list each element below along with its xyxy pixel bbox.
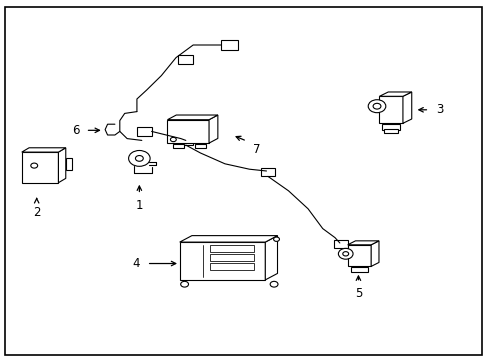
Text: 2: 2 (33, 206, 41, 219)
Bar (66, 158, 72, 170)
Text: 6: 6 (72, 124, 79, 137)
Circle shape (273, 237, 279, 242)
Bar (381, 124, 400, 130)
Bar (195, 144, 205, 148)
Circle shape (128, 150, 150, 166)
Polygon shape (264, 236, 277, 280)
Text: 4: 4 (132, 257, 140, 270)
Bar (22, 152, 59, 183)
Circle shape (270, 282, 277, 287)
Polygon shape (402, 92, 411, 123)
Bar (173, 144, 183, 148)
Circle shape (338, 248, 352, 259)
Bar (334, 240, 347, 248)
Polygon shape (370, 241, 378, 266)
Bar (210, 254, 254, 261)
Bar (347, 245, 370, 266)
Text: 5: 5 (354, 287, 362, 300)
Polygon shape (379, 92, 411, 96)
Circle shape (170, 138, 176, 142)
Circle shape (367, 100, 385, 113)
Polygon shape (209, 115, 218, 143)
Text: 1: 1 (135, 199, 143, 212)
Polygon shape (59, 148, 65, 183)
Bar (137, 127, 151, 136)
Circle shape (31, 163, 38, 168)
Polygon shape (22, 148, 65, 152)
Bar (379, 96, 402, 123)
Polygon shape (180, 236, 277, 242)
Circle shape (342, 252, 348, 256)
Polygon shape (167, 120, 209, 143)
Bar (180, 242, 264, 280)
Circle shape (181, 282, 188, 287)
Bar (221, 40, 238, 50)
Bar (261, 168, 274, 176)
Text: 3: 3 (435, 103, 443, 116)
Bar (210, 245, 254, 252)
Bar (350, 267, 367, 273)
Circle shape (135, 156, 143, 161)
Bar (384, 130, 397, 133)
Text: 7: 7 (253, 143, 260, 156)
Polygon shape (167, 115, 218, 120)
Bar (178, 136, 193, 145)
Circle shape (372, 103, 380, 109)
Bar (178, 55, 193, 64)
Polygon shape (347, 241, 378, 245)
Bar (210, 263, 254, 270)
